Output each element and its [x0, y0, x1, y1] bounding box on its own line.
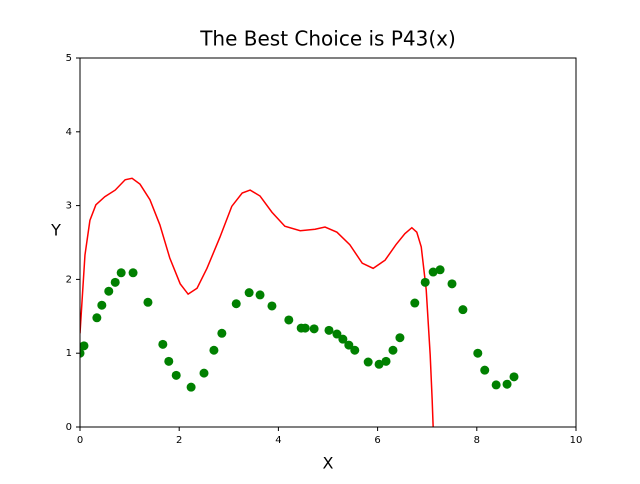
data-point	[209, 345, 219, 355]
fit-line	[80, 177, 434, 427]
data-point	[324, 325, 334, 335]
data-point	[491, 380, 501, 390]
data-point	[509, 372, 519, 382]
data-point	[480, 365, 490, 375]
y-tick-label: 3	[66, 201, 72, 212]
data-point	[473, 348, 483, 358]
data-point	[231, 299, 241, 309]
x-tick-label: 4	[275, 435, 281, 446]
y-axis-label: Y	[50, 221, 61, 240]
data-point	[267, 301, 277, 311]
data-point	[80, 341, 89, 351]
data-point	[158, 339, 168, 349]
data-point	[338, 334, 348, 344]
data-point	[199, 368, 209, 378]
data-point	[502, 379, 512, 389]
data-point	[92, 313, 102, 323]
data-point	[388, 345, 398, 355]
x-tick-label: 8	[474, 435, 480, 446]
y-tick-label: 5	[66, 53, 72, 64]
data-point	[395, 333, 405, 343]
data-point	[332, 329, 342, 339]
data-point	[410, 298, 420, 308]
data-point	[255, 290, 265, 300]
data-point	[128, 268, 138, 278]
x-tick-label: 0	[77, 435, 83, 446]
x-tick-label: 6	[374, 435, 380, 446]
data-point	[104, 286, 114, 296]
data-point	[344, 340, 354, 350]
data-point	[381, 356, 391, 366]
y-tick-label: 1	[66, 348, 72, 359]
y-tick-label: 2	[66, 274, 72, 285]
x-tick-label: 10	[570, 435, 583, 446]
x-axis-label: X	[323, 454, 334, 473]
data-point	[110, 277, 120, 287]
data-point	[363, 357, 373, 367]
data-point	[309, 324, 319, 334]
data-point	[143, 297, 153, 307]
chart-title: The Best Choice is P43(x)	[199, 27, 456, 51]
data-point	[428, 267, 438, 277]
axes-frame	[79, 57, 577, 428]
data-point	[447, 279, 457, 289]
data-point	[80, 348, 85, 358]
data-point	[244, 288, 254, 298]
x-tick-label: 2	[176, 435, 182, 446]
data-point	[374, 359, 384, 369]
data-point	[300, 323, 310, 333]
data-point	[186, 382, 196, 392]
data-point	[217, 328, 227, 338]
data-point	[171, 370, 181, 380]
data-point	[435, 265, 445, 275]
data-point	[350, 345, 360, 355]
data-point	[284, 315, 294, 325]
y-tick-label: 0	[66, 422, 72, 433]
data-point	[116, 268, 126, 278]
data-point	[97, 300, 107, 310]
plot-area	[80, 177, 519, 427]
data-point	[164, 356, 174, 366]
y-tick-label: 4	[66, 127, 72, 138]
data-point	[458, 305, 468, 315]
data-point	[420, 277, 430, 287]
